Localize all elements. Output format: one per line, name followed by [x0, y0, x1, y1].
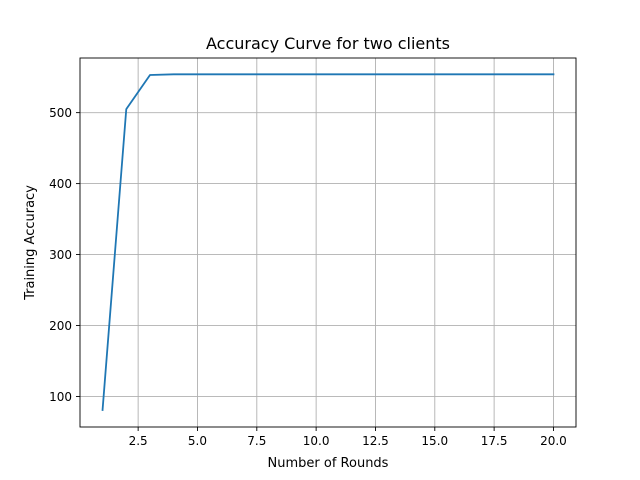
axes-frame	[79, 57, 577, 428]
y-axis-label: Training Accuracy	[23, 185, 38, 301]
x-tick-label: 12.5	[362, 434, 389, 448]
series-layer	[101, 73, 555, 411]
y-tick-label: 300	[49, 248, 72, 262]
x-tick-label: 10.0	[303, 434, 330, 448]
x-tick-label: 7.5	[247, 434, 266, 448]
chart-title: Accuracy Curve for two clients	[206, 34, 450, 53]
y-tick-label: 100	[49, 390, 72, 404]
y-tick-label: 500	[49, 106, 72, 120]
x-tick-label: 20.0	[540, 434, 567, 448]
y-tick-label: 400	[49, 177, 72, 191]
x-axis-label: Number of Rounds	[268, 456, 389, 471]
ticks: 2.5 5.0 7.5 10.0 12.5 15.0 17.5 20.0 100 200 300 40…	[49, 106, 567, 448]
x-tick-label: 15.0	[421, 434, 448, 448]
grid	[80, 58, 576, 427]
series-line	[101, 73, 555, 411]
x-tick-label: 2.5	[129, 434, 148, 448]
x-tick-label: 5.0	[188, 434, 207, 448]
y-tick-label: 200	[49, 319, 72, 333]
x-tick-label: 17.5	[481, 434, 508, 448]
